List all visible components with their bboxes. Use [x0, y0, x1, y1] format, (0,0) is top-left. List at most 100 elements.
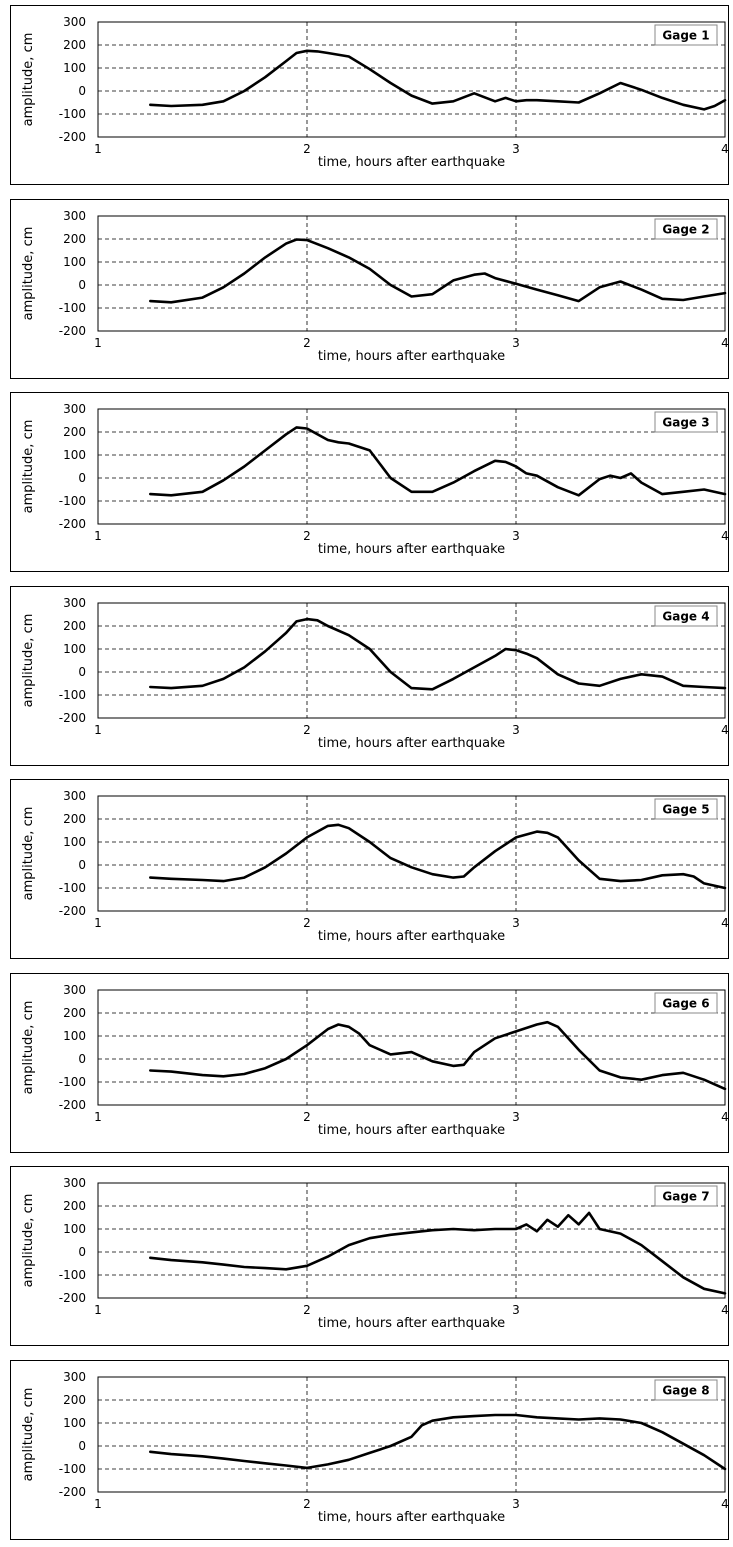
- x-tick-label: 2: [303, 1303, 311, 1317]
- plot-area-frame: [97, 989, 726, 1105]
- x-tick-label: 4: [721, 723, 729, 737]
- gage-chart: -200 -100 0 100 200 300 1 2 3 4 time, hours after …: [10, 5, 729, 185]
- gage-panel: -200 -100 0 100 200 300 1 2 3 4 time, hours after …: [10, 1359, 729, 1540]
- x-axis-label: time, hours after earthquake: [318, 1123, 505, 1138]
- x-tick-label: 2: [303, 336, 311, 350]
- gage-chart: -200 -100 0 100 200 300 1 2 3 4 time, hours after …: [10, 585, 729, 766]
- y-tick-label: 300: [63, 402, 86, 416]
- y-tick-label: 0: [78, 665, 86, 679]
- x-tick-label: 4: [721, 1110, 729, 1124]
- y-tick-label: 300: [63, 209, 86, 223]
- x-tick-label: 3: [512, 336, 520, 350]
- y-tick-label: 200: [63, 232, 86, 246]
- gage-label: Gage 1: [662, 29, 709, 43]
- gage-label-box: [654, 992, 718, 1013]
- y-tick-label: 0: [78, 1052, 86, 1066]
- y-tick-label: 100: [63, 1222, 86, 1236]
- amplitude-series-line: [149, 426, 727, 497]
- y-tick-label: -100: [59, 688, 86, 702]
- y-tick-label: 300: [63, 789, 86, 803]
- gage-label: Gage 7: [662, 1190, 709, 1204]
- y-axis-label: amplitude, cm: [21, 1194, 36, 1288]
- y-tick-label: -100: [59, 107, 86, 121]
- amplitude-series-line: [149, 237, 727, 304]
- panel-frame: [10, 5, 729, 185]
- gage-label: Gage 5: [662, 803, 709, 817]
- x-tick-label: 3: [512, 142, 520, 156]
- y-tick-label: -200: [59, 711, 86, 725]
- gage-chart: -200 -100 0 100 200 300 1 2 3 4 time, hours after …: [10, 1359, 729, 1540]
- y-tick-label: -200: [59, 324, 86, 338]
- x-tick-label: 1: [94, 529, 102, 543]
- x-tick-label: 1: [94, 1497, 102, 1511]
- x-tick-label: 4: [721, 529, 729, 543]
- y-tick-label: 200: [63, 1393, 86, 1407]
- gage-label-box: [654, 798, 718, 820]
- y-tick-label: -200: [59, 517, 86, 531]
- gage-panel: -200 -100 0 100 200 300 1 2 3 4 time, hours after …: [10, 198, 729, 379]
- gage-label: Gage 4: [662, 609, 709, 623]
- y-axis-label: amplitude, cm: [21, 613, 36, 707]
- gage-panel: -200 -100 0 100 200 300 1 2 3 4 time, hours after …: [10, 972, 729, 1153]
- gage-label-box: [654, 1379, 718, 1400]
- panel-frame: [10, 1166, 729, 1346]
- x-tick-label: 1: [94, 916, 102, 930]
- y-tick-label: 0: [78, 1245, 86, 1259]
- gage-label: Gage 8: [662, 1383, 709, 1397]
- x-tick-label: 3: [512, 529, 520, 543]
- y-tick-label: 0: [78, 84, 86, 98]
- y-axis-label: amplitude, cm: [21, 420, 36, 514]
- y-tick-label: 300: [63, 983, 86, 997]
- gage-chart: -200 -100 0 100 200 300 1 2 3 4 time, hours after …: [10, 779, 729, 959]
- panel-frame: [10, 392, 729, 572]
- gage-label: Gage 6: [662, 996, 709, 1010]
- x-axis-label: time, hours after earthquake: [318, 542, 505, 557]
- y-tick-label: 200: [63, 425, 86, 439]
- amplitude-series-line: [149, 823, 727, 890]
- x-tick-label: 2: [303, 1497, 311, 1511]
- y-tick-label: 100: [63, 448, 86, 462]
- x-tick-label: 4: [721, 336, 729, 350]
- panel-frame: [10, 198, 729, 379]
- y-tick-label: 100: [63, 255, 86, 269]
- y-tick-label: 200: [63, 619, 86, 633]
- y-tick-label: -200: [59, 1098, 86, 1112]
- x-tick-label: 1: [94, 723, 102, 737]
- y-tick-label: -100: [59, 1268, 86, 1282]
- amplitude-series-line: [149, 49, 727, 111]
- x-tick-label: 1: [94, 1110, 102, 1124]
- amplitude-series-line: [149, 617, 727, 691]
- y-tick-label: 200: [63, 812, 86, 826]
- y-tick-label: -200: [59, 130, 86, 144]
- y-axis-label: amplitude, cm: [21, 1000, 36, 1094]
- x-tick-label: 2: [303, 723, 311, 737]
- y-tick-label: 300: [63, 1370, 86, 1384]
- gage-label-box: [654, 411, 718, 433]
- y-tick-label: 100: [63, 835, 86, 849]
- panel-frame: [10, 1359, 729, 1540]
- y-tick-label: 300: [63, 596, 86, 610]
- y-tick-label: 200: [63, 1199, 86, 1213]
- gage-chart: -200 -100 0 100 200 300 1 2 3 4 time, hours after …: [10, 972, 729, 1153]
- x-tick-label: 2: [303, 1110, 311, 1124]
- y-tick-label: -100: [59, 1462, 86, 1476]
- gage-panel: -200 -100 0 100 200 300 1 2 3 4 time, hours after …: [10, 585, 729, 766]
- panel-frame: [10, 585, 729, 766]
- x-tick-label: 2: [303, 529, 311, 543]
- y-tick-label: 0: [78, 471, 86, 485]
- y-tick-label: 0: [78, 278, 86, 292]
- plot-area-frame: [97, 795, 726, 912]
- y-tick-label: 100: [63, 1029, 86, 1043]
- x-tick-label: 4: [721, 1303, 729, 1317]
- y-tick-label: 0: [78, 858, 86, 872]
- gage-panel: -200 -100 0 100 200 300 1 2 3 4 time, hours after …: [10, 5, 729, 185]
- x-tick-label: 3: [512, 916, 520, 930]
- x-tick-label: 1: [94, 142, 102, 156]
- x-tick-label: 3: [512, 1497, 520, 1511]
- x-tick-label: 4: [721, 142, 729, 156]
- gage-panel: -200 -100 0 100 200 300 1 2 3 4 time, hours after …: [10, 1166, 729, 1346]
- y-tick-label: 200: [63, 1006, 86, 1020]
- gage-label-box: [654, 605, 718, 626]
- x-tick-label: 3: [512, 1303, 520, 1317]
